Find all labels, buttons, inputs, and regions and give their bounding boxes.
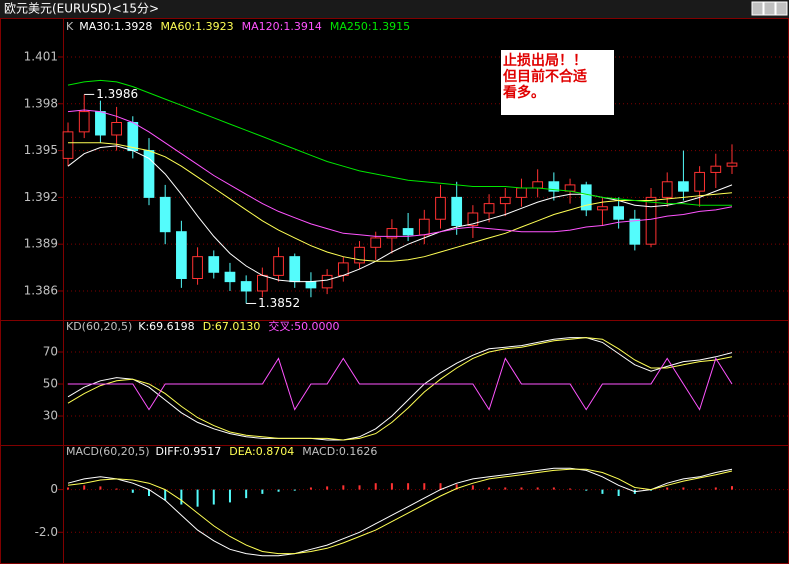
candle-body (451, 196, 463, 226)
prev-button[interactable] (751, 1, 764, 16)
series-line (67, 337, 733, 441)
legend-entry: MACD:0.1626 (302, 445, 377, 458)
legend-entry: MA60:1.3923 (160, 20, 233, 33)
candle-body (483, 203, 495, 214)
candle-body (499, 196, 511, 205)
legend-entry: MA250:1.3915 (330, 20, 410, 33)
candle-body (516, 187, 527, 198)
next-button[interactable] (763, 1, 776, 16)
legend-entry: DIFF:0.9517 (156, 445, 222, 458)
y-tick-label: 1.401 (24, 49, 58, 63)
series-line (68, 142, 733, 262)
series-line (67, 467, 733, 557)
candle-body (143, 150, 155, 198)
y-tick-label: 0 (50, 482, 58, 496)
annotation: 1.3852 (258, 296, 300, 310)
candle-body (159, 196, 171, 233)
legend-entry: MA120:1.3914 (242, 20, 322, 33)
legend-entry: 交叉:50.0000 (268, 319, 339, 333)
note-text: 但目前不合适 (502, 68, 587, 85)
candle-body (548, 181, 560, 192)
y-tick-label: 1.386 (24, 283, 58, 297)
note-text: 看多。 (502, 84, 545, 101)
candle-body (418, 218, 430, 236)
candle-body (337, 262, 349, 276)
candle-body (111, 121, 122, 136)
candle-body (354, 246, 365, 264)
candle-body (613, 206, 624, 220)
window-title: 欧元美元(EURUSD)<15分> (4, 2, 159, 16)
note-text: 止损出局！！ (503, 52, 587, 69)
candle-body (694, 171, 705, 192)
candle-body (629, 218, 641, 245)
candle-body (224, 271, 236, 283)
series-line (67, 337, 733, 441)
y-tick-label: 1.389 (24, 237, 58, 251)
candle-body (370, 237, 382, 248)
y-tick-label: 1.398 (24, 96, 58, 110)
candle-body (192, 256, 203, 280)
candle-body (273, 256, 284, 276)
annotation: 1.3986 (96, 87, 138, 101)
candle-body (726, 162, 738, 167)
y-tick-label: 70 (43, 345, 58, 359)
candle-body (386, 228, 398, 239)
y-tick-label: 1.392 (24, 190, 58, 204)
zoom-button[interactable] (775, 1, 788, 16)
candle-body (467, 212, 479, 226)
candle-body (402, 228, 414, 236)
legend-entry: D:67.0130 (203, 320, 261, 333)
candle-body (208, 256, 220, 273)
title-bar (0, 0, 789, 18)
y-tick-label: 1.395 (24, 143, 58, 157)
series-line (68, 357, 733, 411)
legend-entry: K:69.6198 (138, 320, 194, 333)
series-line (67, 79, 732, 206)
legend-entry: DEA:0.8704 (229, 445, 294, 458)
candle-body (710, 165, 722, 173)
series-line (67, 468, 733, 555)
candle-body (678, 181, 689, 192)
series-line (67, 109, 733, 237)
candle-body (240, 281, 252, 292)
candle-body (321, 274, 333, 289)
candle-body (580, 184, 592, 211)
candle-body (564, 184, 576, 192)
legend-entry: MA30:1.3928 (79, 20, 152, 33)
candle-body (176, 231, 187, 280)
candle-body (289, 256, 301, 283)
y-tick-label: -2.0 (35, 525, 58, 539)
panel-label: KD(60,20,5) (66, 320, 132, 333)
panel-label: MACD(60,20,5) (66, 445, 150, 458)
candle-body (597, 206, 608, 211)
panel-label: K (66, 20, 74, 33)
candle-body (532, 181, 544, 189)
candle-body (305, 281, 317, 289)
candle-body (661, 181, 673, 198)
candle-body (435, 196, 446, 220)
y-tick-label: 50 (43, 377, 58, 391)
candle-body (78, 111, 90, 133)
y-tick-label: 30 (43, 409, 58, 423)
candle-body (95, 111, 106, 136)
series-line (67, 145, 733, 283)
candle-body (256, 274, 268, 292)
candle-body (645, 196, 657, 245)
note-box (501, 50, 614, 115)
candle-body (62, 131, 74, 159)
